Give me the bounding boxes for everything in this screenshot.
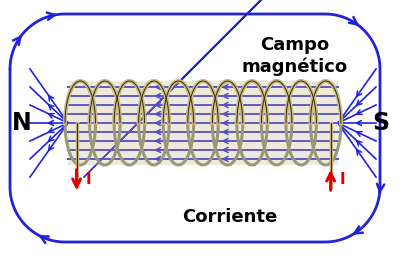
Text: N: N [12,111,32,135]
Text: Campo
magnético: Campo magnético [242,36,348,76]
Text: I: I [340,173,345,187]
Text: Corriente: Corriente [183,208,278,226]
Text: S: S [372,111,390,135]
Text: I: I [85,173,91,187]
Polygon shape [68,81,338,165]
